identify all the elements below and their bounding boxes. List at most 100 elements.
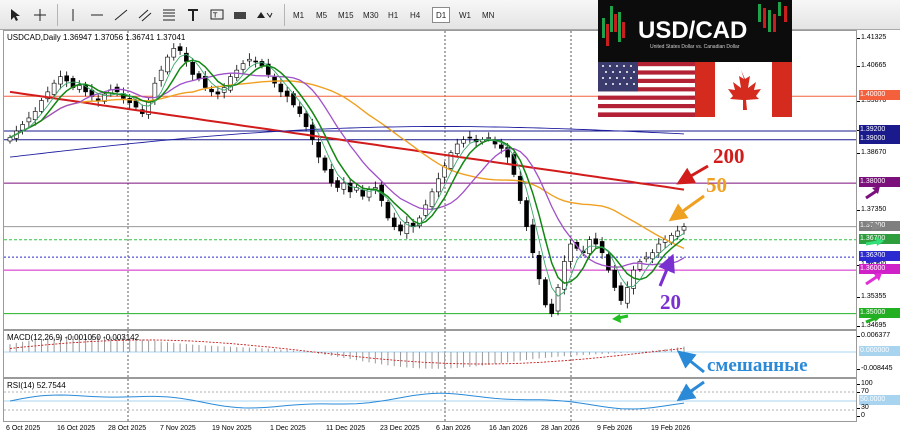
candle-body <box>643 256 649 260</box>
price-chart-canvas <box>4 31 856 329</box>
label-tool-icon[interactable]: T <box>206 5 228 25</box>
candle-body <box>20 124 25 131</box>
ma-20-line <box>9 72 685 268</box>
canada-flag-icon <box>695 62 792 117</box>
crosshair-icon[interactable] <box>29 5 51 25</box>
cursor-icon[interactable] <box>4 5 26 25</box>
candle-body <box>7 137 13 142</box>
candle-body <box>429 191 435 207</box>
candle-body <box>555 287 561 312</box>
candle-body <box>530 224 536 254</box>
candle-body <box>335 180 340 188</box>
price-level-label: 1.39000 <box>859 133 900 144</box>
macd-signal-line <box>9 339 685 365</box>
price-scale[interactable]: 1.41325 1.40665 1.39870 1.39200 1.38670 1.373… <box>856 30 900 330</box>
timeframe-m15[interactable]: M15 <box>338 10 354 20</box>
candle-body <box>448 152 454 169</box>
candle-body <box>102 93 107 102</box>
candle-body <box>454 143 460 154</box>
usdcad-logo: USD/CAD United States Dollar vs. Canadia… <box>598 0 792 117</box>
candle-body <box>32 111 38 120</box>
macd-scale: 0.006377 0.000000 -0.008445 <box>856 330 900 378</box>
candle-body <box>347 182 353 193</box>
timeframe-m1[interactable]: M1 <box>293 10 305 20</box>
candle-body <box>58 76 63 85</box>
candle-body <box>499 144 504 149</box>
ma-50-line <box>9 80 685 250</box>
macd-tick: 0.006377 <box>856 332 891 339</box>
candle-body <box>517 175 523 201</box>
candle-body <box>228 76 233 91</box>
timeframe-m30[interactable]: M30 <box>363 10 379 20</box>
candle-body <box>253 60 258 63</box>
toolbar-separator <box>284 4 285 26</box>
rsi-line <box>9 392 685 410</box>
candle-body <box>461 139 466 144</box>
fibonacci-icon[interactable] <box>158 5 180 25</box>
price-tick: 1.35355 <box>856 293 887 301</box>
date-tick: 19 Nov 2025 <box>212 425 252 432</box>
arrows-tool-icon[interactable] <box>253 5 275 25</box>
candle-body <box>303 113 309 127</box>
candle-body <box>196 73 202 80</box>
candle-body <box>681 226 687 231</box>
rectangle-tool-icon[interactable] <box>229 5 251 25</box>
candle-body <box>568 243 573 262</box>
date-tick: 23 Dec 2025 <box>380 425 420 432</box>
candle-body <box>247 58 252 62</box>
timeframe-m5[interactable]: M5 <box>316 10 328 20</box>
candle-body <box>467 136 473 139</box>
timeframe-d1[interactable]: D1 <box>432 7 451 23</box>
annotation-ma50: 50 <box>706 173 727 197</box>
text-tool-icon[interactable] <box>182 5 204 25</box>
horizontal-line-icon[interactable] <box>86 5 108 25</box>
price-tick: 1.41325 <box>856 33 887 41</box>
candle-body <box>158 69 164 81</box>
rsi-tick: 0 <box>857 412 865 419</box>
timeframe-h1[interactable]: H1 <box>388 10 399 20</box>
price-level-label: 1.36700 <box>859 233 900 244</box>
candle-body <box>83 85 88 93</box>
rsi-pane[interactable]: RSI(14) 52.7544 <box>3 378 857 422</box>
price-level-label: 1.35000 <box>859 307 900 318</box>
price-level-label: 1.37000 <box>859 220 900 231</box>
candle-body <box>190 62 195 75</box>
candle-body <box>133 100 139 108</box>
trendline-icon[interactable] <box>110 5 132 25</box>
price-tick: 1.34695 <box>856 321 887 329</box>
date-tick: 7 Nov 2025 <box>160 425 196 432</box>
timeframe-w1[interactable]: W1 <box>459 10 471 20</box>
candle-body <box>606 254 611 271</box>
logo-candles-icon <box>602 2 787 46</box>
candle-body <box>39 100 44 112</box>
candle-body <box>549 303 555 314</box>
date-tick: 6 Oct 2025 <box>6 425 41 432</box>
rsi-tick: 30 <box>857 404 869 411</box>
candle-body <box>612 269 618 288</box>
candle-body <box>310 124 315 140</box>
candle-body <box>543 279 548 306</box>
candle-body <box>360 189 366 197</box>
price-level-label: 1.40000 <box>859 90 900 101</box>
candle-body <box>316 142 321 158</box>
rsi-label: RSI(14) 52.7544 <box>7 381 66 390</box>
candle-body <box>486 137 492 139</box>
timeframe-h4[interactable]: H4 <box>410 10 421 20</box>
price-tick: 1.38670 <box>856 149 887 157</box>
candle-body <box>64 75 69 82</box>
rsi-mid-level: 50.0000 <box>859 395 900 405</box>
candle-body <box>209 88 214 93</box>
candle-body <box>625 287 630 304</box>
timeframe-mn[interactable]: MN <box>482 10 495 20</box>
annotation-mixed: смешанные <box>707 355 808 376</box>
channel-icon[interactable] <box>134 5 156 25</box>
logo-title: USD/CAD <box>638 17 748 44</box>
candle-body <box>650 252 655 260</box>
chart-info-label: USDCAD,Daily 1.36947 1.37056 1.36741 1.3… <box>7 33 186 42</box>
time-axis: 6 Oct 2025 16 Oct 2025 28 Oct 2025 7 Nov 20… <box>0 422 900 439</box>
candle-body <box>177 46 183 51</box>
vertical-line-icon[interactable] <box>62 5 84 25</box>
price-level-label: 1.36000 <box>859 264 900 275</box>
price-level-label: 1.38000 <box>859 177 900 188</box>
rsi-canvas <box>4 379 856 421</box>
